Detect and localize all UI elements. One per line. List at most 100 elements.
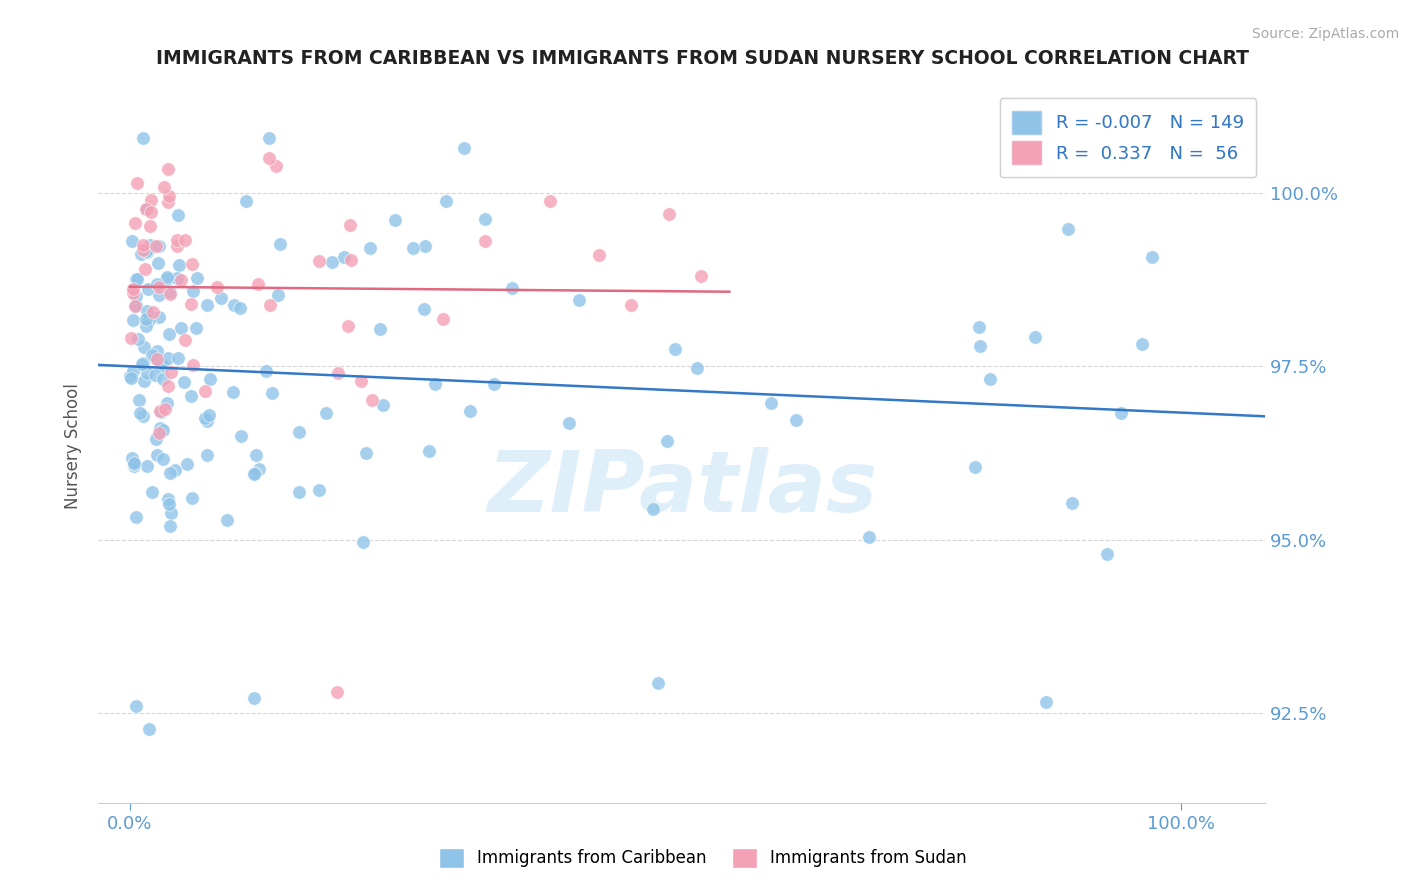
Point: [136, 202, 159, 217]
Point: [143, 368, 166, 383]
Point: [145, 239, 167, 253]
Point: [159, 287, 181, 301]
Point: [413, 239, 436, 253]
Point: [647, 676, 669, 690]
Point: [167, 258, 190, 272]
Point: [148, 239, 170, 253]
Point: [222, 298, 245, 312]
Point: [157, 195, 180, 210]
Point: [254, 364, 277, 378]
Point: [152, 451, 174, 466]
Point: [269, 236, 291, 251]
Point: [132, 130, 155, 145]
Point: [136, 244, 159, 259]
Point: [620, 298, 643, 312]
Point: [166, 239, 188, 253]
Point: [501, 281, 523, 295]
Point: [333, 250, 356, 264]
Point: [136, 304, 159, 318]
Point: [124, 272, 146, 286]
Point: [1024, 330, 1046, 344]
Point: [458, 404, 481, 418]
Point: [152, 372, 174, 386]
Point: [145, 448, 167, 462]
Point: [243, 691, 266, 706]
Point: [197, 408, 219, 422]
Point: [132, 238, 155, 252]
Point: [170, 273, 193, 287]
Point: [423, 377, 446, 392]
Point: [159, 466, 181, 480]
Point: [138, 313, 160, 327]
Point: [153, 180, 176, 194]
Point: [181, 284, 204, 298]
Point: [359, 241, 381, 255]
Point: [156, 396, 179, 410]
Point: [139, 238, 162, 252]
Point: [245, 448, 267, 462]
Point: [259, 152, 281, 166]
Legend: Immigrants from Caribbean, Immigrants from Sudan: Immigrants from Caribbean, Immigrants fr…: [433, 841, 973, 875]
Point: [858, 530, 880, 544]
Point: [153, 402, 176, 417]
Point: [136, 366, 159, 380]
Point: [149, 404, 172, 418]
Point: [157, 491, 180, 506]
Point: [209, 291, 232, 305]
Point: [350, 374, 373, 388]
Point: [138, 723, 160, 737]
Point: [135, 312, 157, 326]
Point: [1097, 547, 1119, 561]
Point: [264, 159, 287, 173]
Point: [180, 491, 202, 506]
Point: [588, 248, 610, 262]
Point: [131, 357, 153, 371]
Point: [339, 218, 361, 232]
Point: [157, 188, 180, 202]
Point: [235, 194, 257, 209]
Point: [402, 241, 425, 255]
Point: [121, 286, 143, 301]
Point: [257, 130, 280, 145]
Point: [434, 194, 457, 209]
Point: [127, 271, 149, 285]
Legend: R = -0.007   N = 149, R =  0.337   N =  56: R = -0.007 N = 149, R = 0.337 N = 56: [1000, 98, 1257, 178]
Point: [166, 270, 188, 285]
Point: [664, 343, 686, 357]
Point: [148, 310, 170, 325]
Point: [181, 257, 204, 271]
Point: [558, 417, 581, 431]
Point: [129, 247, 152, 261]
Point: [157, 379, 180, 393]
Point: [152, 359, 174, 373]
Point: [160, 506, 183, 520]
Point: [195, 414, 218, 428]
Point: [325, 685, 347, 699]
Point: [135, 319, 157, 334]
Point: [121, 234, 143, 248]
Point: [122, 313, 145, 327]
Point: [122, 456, 145, 470]
Point: [308, 254, 330, 268]
Point: [141, 305, 163, 319]
Point: [360, 393, 382, 408]
Point: [288, 425, 311, 439]
Point: [146, 256, 169, 270]
Point: [288, 484, 311, 499]
Point: [205, 280, 228, 294]
Point: [969, 338, 991, 352]
Point: [432, 312, 454, 326]
Point: [1140, 251, 1163, 265]
Point: [655, 434, 678, 449]
Point: [157, 162, 180, 177]
Point: [125, 698, 148, 713]
Point: [132, 243, 155, 257]
Point: [967, 319, 990, 334]
Point: [308, 483, 330, 497]
Point: [229, 429, 252, 443]
Point: [474, 212, 496, 227]
Text: ZIPatlas: ZIPatlas: [486, 447, 877, 531]
Point: [267, 288, 290, 302]
Point: [124, 299, 146, 313]
Point: [215, 513, 238, 527]
